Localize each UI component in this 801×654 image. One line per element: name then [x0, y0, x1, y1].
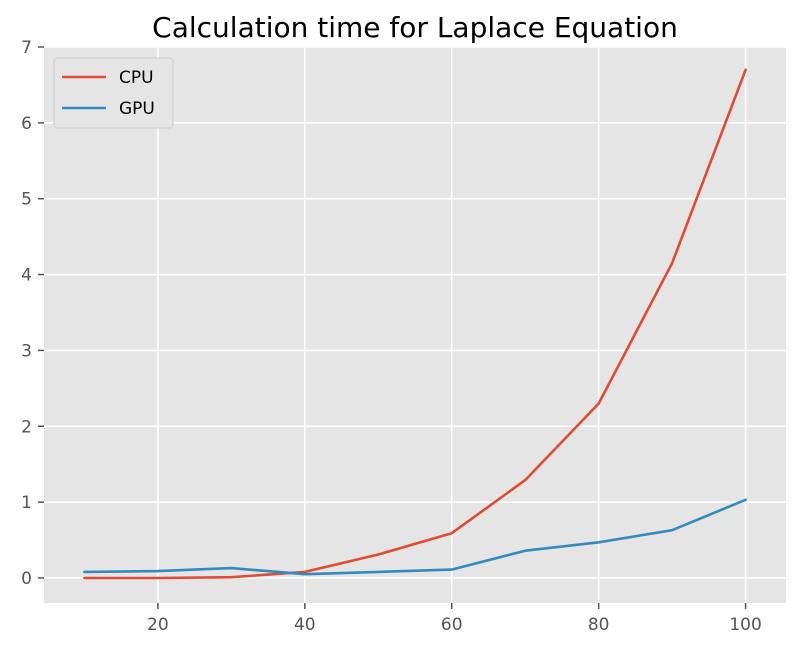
chart-title: Calculation time for Laplace Equation — [152, 11, 678, 44]
y-tick-label: 2 — [21, 417, 32, 437]
x-tick-label: 80 — [588, 615, 610, 635]
series-lines — [83, 68, 747, 580]
plot-background — [44, 47, 786, 603]
y-tick-label: 1 — [21, 493, 32, 513]
axis-ticks: 20 40 60 80 100 0 1 2 3 4 5 6 7 — [21, 38, 762, 635]
x-tick-label: 40 — [294, 615, 316, 635]
legend-label-gpu: GPU — [119, 99, 155, 119]
y-tick-label: 4 — [21, 266, 32, 286]
series-line-gpu — [83, 498, 747, 576]
legend-box — [53, 57, 174, 129]
x-tick-label: 20 — [147, 615, 169, 635]
y-tick-label: 7 — [21, 38, 32, 58]
x-tick-label: 60 — [441, 615, 463, 635]
y-tick-label: 0 — [21, 569, 32, 589]
series-line-cpu — [83, 68, 747, 580]
legend-label-cpu: CPU — [119, 68, 154, 88]
y-tick-label: 3 — [21, 341, 32, 361]
legend: CPU GPU — [53, 57, 174, 129]
x-tick-label: 100 — [729, 615, 761, 635]
y-tick-label: 5 — [21, 190, 32, 210]
y-tick-label: 6 — [21, 114, 32, 134]
